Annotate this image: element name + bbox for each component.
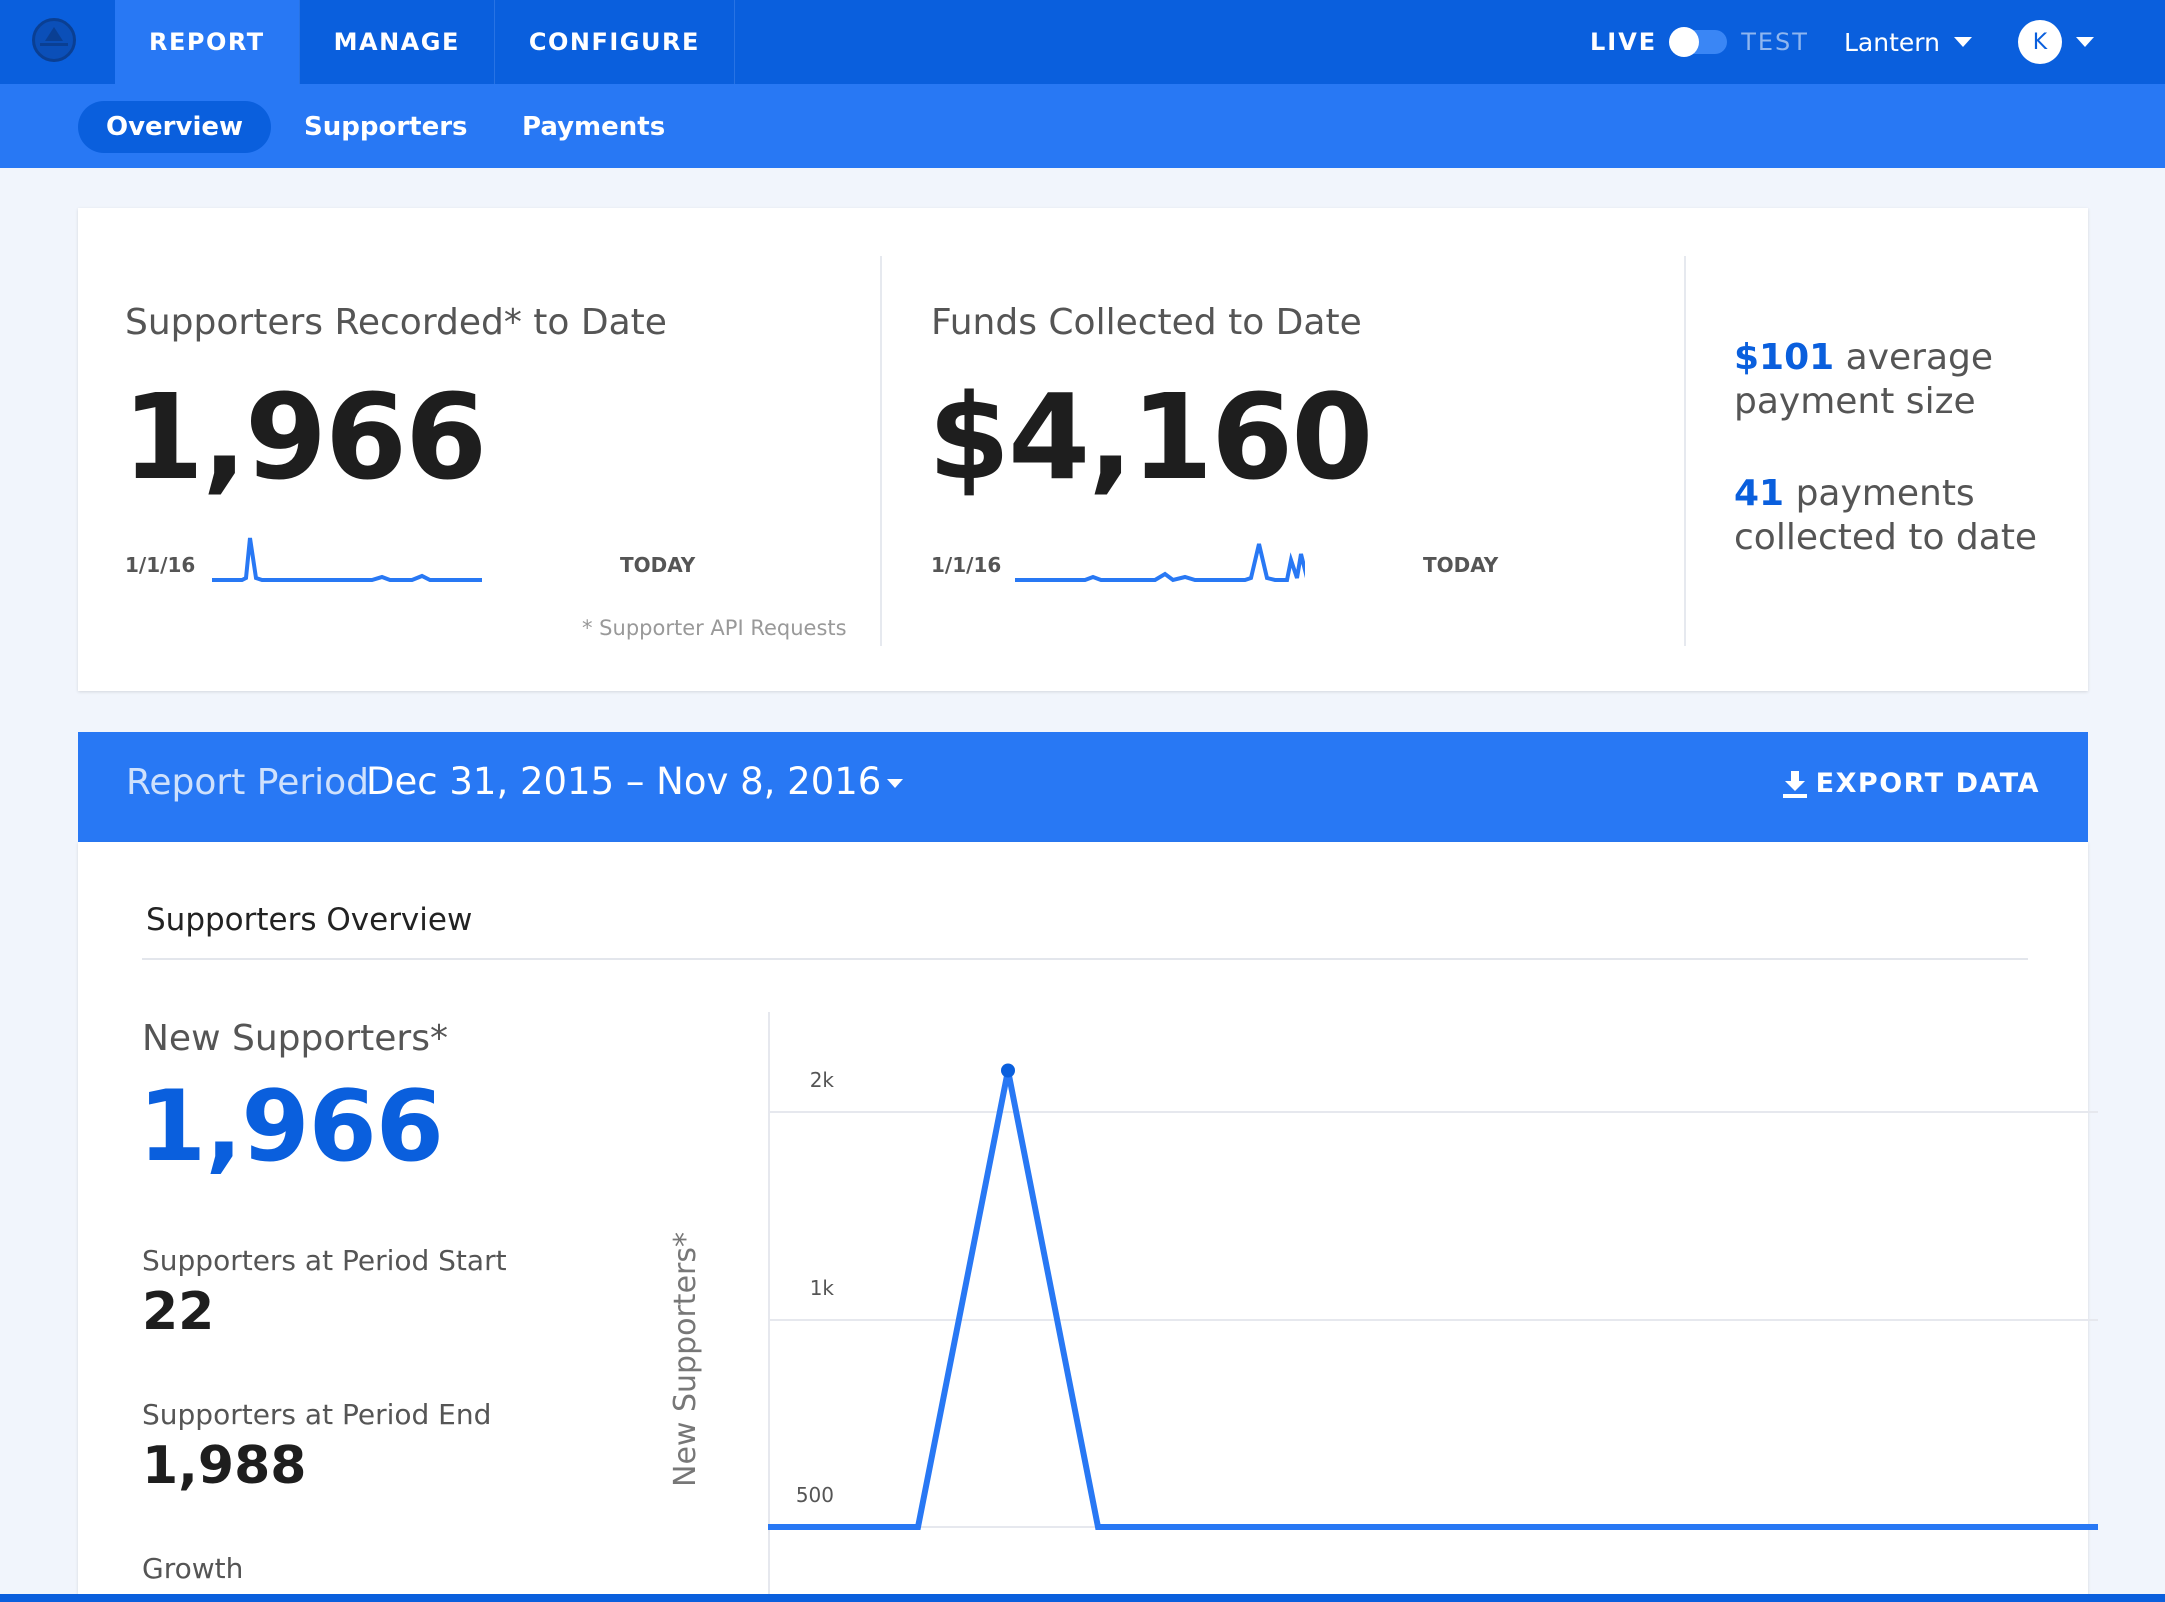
org-selector[interactable]: Lantern bbox=[1844, 0, 1972, 84]
avg-payment-text: average payment size bbox=[1734, 337, 1994, 422]
section-title: Supporters Overview bbox=[146, 902, 473, 938]
supporters-line-chart bbox=[768, 1012, 2098, 1602]
period-end-label: Supporters at Period End bbox=[142, 1398, 492, 1431]
y-tick-label: 500 bbox=[795, 1483, 834, 1507]
supporters-spark-end: TODAY bbox=[620, 553, 696, 577]
export-data-label: EXPORT DATA bbox=[1815, 768, 2040, 799]
period-end-value: 1,988 bbox=[142, 1436, 307, 1496]
tab-supporters[interactable]: Supporters bbox=[304, 112, 468, 142]
period-start-value: 22 bbox=[142, 1282, 215, 1342]
new-supporters-label: New Supporters* bbox=[142, 1018, 448, 1059]
payments-text: payments collected to date bbox=[1734, 473, 2038, 558]
funds-spark-start: 1/1/16 bbox=[931, 553, 1002, 577]
series-line bbox=[768, 1069, 2098, 1530]
export-data-button[interactable]: EXPORT DATA bbox=[1782, 768, 2040, 799]
tab-overview[interactable]: Overview bbox=[78, 101, 272, 153]
divider bbox=[1684, 256, 1686, 646]
divider bbox=[142, 958, 2028, 960]
avg-payment-stat: $101 average payment size bbox=[1734, 336, 2054, 424]
avg-payment-value: $101 bbox=[1734, 337, 1835, 378]
supporters-label: Supporters Recorded* to Date bbox=[125, 302, 667, 343]
chevron-down-icon bbox=[887, 779, 904, 788]
funds-label: Funds Collected to Date bbox=[931, 302, 1362, 343]
bottom-strip bbox=[0, 1594, 2165, 1602]
org-name: Lantern bbox=[1844, 27, 1940, 57]
nav-configure[interactable]: CONFIGURE bbox=[495, 0, 735, 84]
user-menu[interactable]: K bbox=[2018, 0, 2094, 84]
nav-manage[interactable]: MANAGE bbox=[300, 0, 495, 84]
supporters-footnote: * Supporter API Requests bbox=[582, 616, 847, 640]
supporters-sparkline bbox=[212, 537, 482, 582]
date-range-text: Dec 31, 2015 – Nov 8, 2016 bbox=[366, 760, 882, 803]
period-start-label: Supporters at Period Start bbox=[142, 1244, 507, 1277]
payments-value: 41 bbox=[1734, 473, 1785, 514]
supporters-spark-start: 1/1/16 bbox=[125, 553, 196, 577]
logo-icon[interactable] bbox=[32, 18, 76, 62]
mode-live-label: LIVE bbox=[1590, 28, 1658, 56]
y-tick-label: 2k bbox=[809, 1068, 834, 1092]
download-icon bbox=[1782, 770, 1807, 798]
mode-switch: LIVE TEST bbox=[1590, 0, 1809, 84]
report-period-bar: Report Period Dec 31, 2015 – Nov 8, 2016… bbox=[78, 732, 2088, 842]
mode-toggle[interactable] bbox=[1669, 27, 1728, 57]
y-tick-label: 1k bbox=[809, 1276, 834, 1300]
payments-stat: 41 payments collected to date bbox=[1734, 472, 2054, 560]
report-period-label: Report Period bbox=[126, 762, 370, 803]
tab-payments[interactable]: Payments bbox=[522, 112, 666, 142]
supporters-total: 1,966 bbox=[122, 368, 487, 506]
date-range-picker[interactable]: Dec 31, 2015 – Nov 8, 2016 bbox=[366, 760, 904, 803]
new-supporters-value: 1,966 bbox=[138, 1070, 444, 1184]
funds-spark-end: TODAY bbox=[1423, 553, 1499, 577]
sub-nav: Overview Supporters Payments bbox=[0, 84, 2165, 168]
top-nav: REPORT MANAGE CONFIGURE bbox=[115, 0, 735, 84]
top-bar: REPORT MANAGE CONFIGURE LIVE TEST Lanter… bbox=[0, 0, 2165, 84]
funds-sparkline bbox=[1015, 543, 1305, 583]
chart-y-axis-label: New Supporters* bbox=[668, 1232, 703, 1487]
nav-report[interactable]: REPORT bbox=[115, 0, 300, 84]
funds-total: $4,160 bbox=[928, 368, 1373, 506]
growth-label: Growth bbox=[142, 1552, 244, 1585]
avatar: K bbox=[2018, 20, 2062, 64]
data-point[interactable] bbox=[1001, 1063, 1015, 1078]
summary-card: Supporters Recorded* to Date 1,966 1/1/1… bbox=[78, 208, 2088, 691]
chevron-down-icon bbox=[2076, 37, 2094, 47]
mode-test-label: TEST bbox=[1741, 28, 1809, 56]
chevron-down-icon bbox=[1953, 37, 1972, 47]
divider bbox=[880, 256, 882, 646]
supporters-overview-card: Supporters Overview New Supporters* 1,96… bbox=[78, 842, 2098, 1602]
